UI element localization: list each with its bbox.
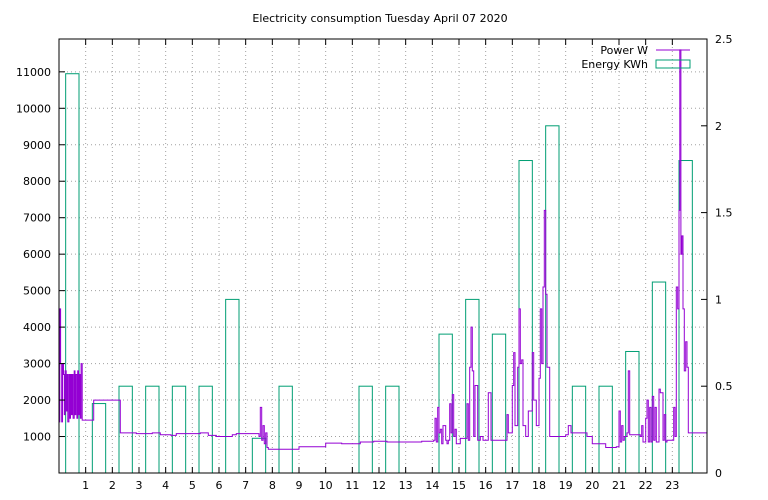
- energy-bar: [251, 437, 267, 474]
- legend-swatch-energy: [655, 59, 691, 69]
- x-tick-label: 12: [372, 479, 386, 492]
- y-left-tick-label: 2000: [23, 394, 51, 407]
- x-tick-label: 16: [479, 479, 493, 492]
- x-tick-label: 8: [269, 479, 276, 492]
- plot-frame: [58, 38, 708, 474]
- y-left-tick-label: 5000: [23, 285, 51, 298]
- x-tick-label: 1: [82, 479, 89, 492]
- y-left-tick-label: 3000: [23, 358, 51, 371]
- y-left-tick-label: 8000: [23, 175, 51, 188]
- x-tick-label: 15: [452, 479, 466, 492]
- energy-bar: [598, 385, 613, 474]
- energy-bars: [65, 73, 693, 474]
- energy-bar: [171, 385, 187, 474]
- energy-bar: [91, 403, 107, 474]
- x-tick-label: 14: [425, 479, 439, 492]
- x-tick-label: 19: [559, 479, 573, 492]
- x-tick-label: 5: [189, 479, 196, 492]
- y-left-tick-label: 11000: [16, 66, 51, 79]
- axes: 1 2 3 4 5 6 7 8 9 10 11 12 13 14 15 16 17 18 19 20 21 22 23100…: [16, 33, 733, 492]
- x-tick-label: 6: [216, 479, 223, 492]
- energy-bar: [358, 385, 373, 474]
- x-tick-label: 9: [296, 479, 303, 492]
- energy-bar: [545, 125, 560, 474]
- y-right-tick-label: 1: [715, 293, 722, 306]
- x-tick-label: 2: [109, 479, 116, 492]
- energy-bar: [571, 385, 587, 474]
- energy-bar: [465, 298, 480, 474]
- y-right-tick-label: 2.5: [715, 33, 733, 46]
- y-right-tick-label: 2: [715, 120, 722, 133]
- x-tick-label: 11: [345, 479, 359, 492]
- x-tick-label: 4: [162, 479, 169, 492]
- energy-bar: [491, 333, 507, 474]
- energy-bar: [385, 385, 400, 474]
- power-series-line: [59, 49, 707, 450]
- y-left-tick-label: 6000: [23, 248, 51, 261]
- legend-label-power: Power W: [600, 44, 648, 57]
- x-tick-label: 18: [532, 479, 546, 492]
- x-tick-label: 3: [136, 479, 143, 492]
- grid: [59, 39, 707, 473]
- energy-bar: [651, 281, 667, 474]
- x-tick-label: 13: [399, 479, 413, 492]
- energy-bar: [225, 298, 240, 474]
- y-right-tick-label: 0: [715, 467, 722, 480]
- x-tick-label: 10: [319, 479, 333, 492]
- chart-title: Electricity consumption Tuesday April 07…: [252, 12, 507, 25]
- y-right-tick-label: 0.5: [715, 380, 733, 393]
- x-tick-label: 20: [585, 479, 599, 492]
- x-tick-label: 23: [665, 479, 679, 492]
- energy-bar: [278, 385, 293, 474]
- energy-bar: [145, 385, 160, 474]
- energy-bar: [198, 385, 213, 474]
- y-left-tick-label: 4000: [23, 321, 51, 334]
- legend-label-energy: Energy KWh: [581, 58, 648, 71]
- y-left-tick-label: 10000: [16, 102, 51, 115]
- power-line: [59, 49, 707, 450]
- y-right-tick-label: 1.5: [715, 207, 733, 220]
- x-tick-label: 22: [639, 479, 653, 492]
- energy-bar: [118, 385, 133, 474]
- x-tick-label: 7: [242, 479, 249, 492]
- y-left-tick-label: 1000: [23, 431, 51, 444]
- y-left-tick-label: 7000: [23, 212, 51, 225]
- x-tick-label: 17: [505, 479, 519, 492]
- y-left-tick-label: 9000: [23, 139, 51, 152]
- energy-bar: [625, 350, 640, 474]
- legend: Power W Energy KWh: [581, 44, 691, 71]
- x-tick-label: 21: [612, 479, 626, 492]
